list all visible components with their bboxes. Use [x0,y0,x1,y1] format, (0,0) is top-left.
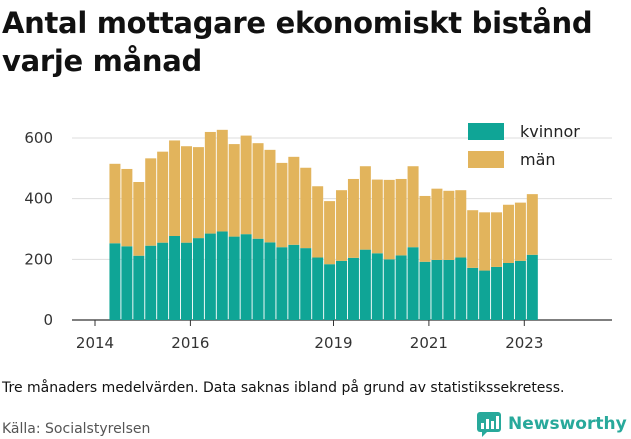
bar-kvinnor [204,233,216,320]
x-tick-label: 2021 [410,334,448,352]
y-tick-label: 200 [24,250,53,268]
axes: 0 200 400 600 2014 2016 2019 2021 2023 [24,129,543,352]
bars [109,129,538,320]
bar-man [252,143,264,239]
bar-man [300,167,312,249]
bar-kvinnor [252,238,264,320]
bar-man [443,190,455,260]
bar-man [467,210,479,268]
bar-kvinnor [181,242,192,320]
x-tick-label: 2019 [314,334,352,352]
bar-kvinnor [347,257,359,320]
bar-man [276,162,288,248]
legend-swatch [468,123,504,140]
bar-kvinnor [491,266,503,320]
y-tick-label: 400 [24,190,53,208]
bar-kvinnor [300,248,312,320]
bar-kvinnor [133,255,145,320]
bar-kvinnor [467,267,479,320]
bar-man [324,201,336,265]
brand-name: Newsworthy [508,414,627,434]
bar-kvinnor [121,246,133,320]
bar-man [157,151,169,243]
bar-man [359,166,371,250]
bar-kvinnor [443,259,455,320]
bar-man [479,212,491,271]
bar-kvinnor [526,254,538,320]
bar-man [514,202,526,261]
newsworthy-logo-icon [477,412,501,437]
bar-kvinnor [431,259,443,320]
y-tick-label: 600 [24,129,53,147]
bar-man [169,140,181,236]
stacked-bar-chart: 0 200 400 600 2014 2016 2019 2021 2023 kvinnor mä… [24,122,612,352]
legend: kvinnor män [468,122,580,169]
chart-note: Tre månaders medelvärden. Data saknas ib… [2,380,565,396]
bar-kvinnor [228,236,240,320]
bar-man [395,178,407,256]
bar-man [109,163,121,244]
bar-man [216,129,228,232]
bar-man [228,144,240,237]
bar-kvinnor [216,231,228,320]
bar-man [431,188,443,260]
bar-man [264,149,276,243]
bar-man [312,186,324,258]
bar-man [288,156,300,245]
bar-kvinnor [383,259,395,320]
bar-man [526,194,538,255]
bar-kvinnor [169,235,181,320]
bar-man [347,178,359,258]
bar-kvinnor [288,244,300,320]
bar-man [133,181,145,256]
bar-man [502,204,514,263]
bar-kvinnor [371,253,383,320]
bar-man [419,195,431,262]
x-tick-label: 2016 [171,334,209,352]
bar-man [192,147,204,239]
source-text: Källa: Socialstyrelsen [2,421,151,437]
legend-swatch [468,151,504,168]
bar-man [491,212,503,267]
bar-kvinnor [324,264,336,320]
bar-kvinnor [312,257,324,320]
bar-man [204,131,216,234]
brand-logo: Newsworthy [476,410,627,438]
bar-man [407,166,419,248]
bar-kvinnor [502,262,514,320]
legend-label: män [520,150,556,169]
bar-man [145,158,157,246]
x-tick-label: 2023 [505,334,543,352]
bar-man [181,146,192,243]
bar-kvinnor [359,249,371,320]
bar-man [383,179,395,260]
bar-man [121,168,133,247]
chart-title: Antal mottagare ekonomiskt bistånd varje… [2,6,593,78]
bar-man [336,190,348,261]
bar-kvinnor [407,247,419,320]
x-tick-label: 2014 [76,334,114,352]
bar-kvinnor [514,260,526,320]
bar-kvinnor [479,270,491,320]
bar-kvinnor [264,242,276,320]
bar-kvinnor [455,257,467,320]
bar-kvinnor [192,238,204,320]
bar-kvinnor [109,243,121,320]
y-tick-label: 0 [43,311,53,329]
bar-kvinnor [336,260,348,320]
bar-man [455,190,467,258]
bar-kvinnor [240,234,252,320]
bar-kvinnor [145,245,157,320]
legend-label: kvinnor [520,122,580,141]
bar-man [371,179,383,254]
bar-kvinnor [276,247,288,320]
bar-kvinnor [419,261,431,320]
bar-kvinnor [395,255,407,320]
bar-man [240,135,252,235]
bar-kvinnor [157,242,169,320]
